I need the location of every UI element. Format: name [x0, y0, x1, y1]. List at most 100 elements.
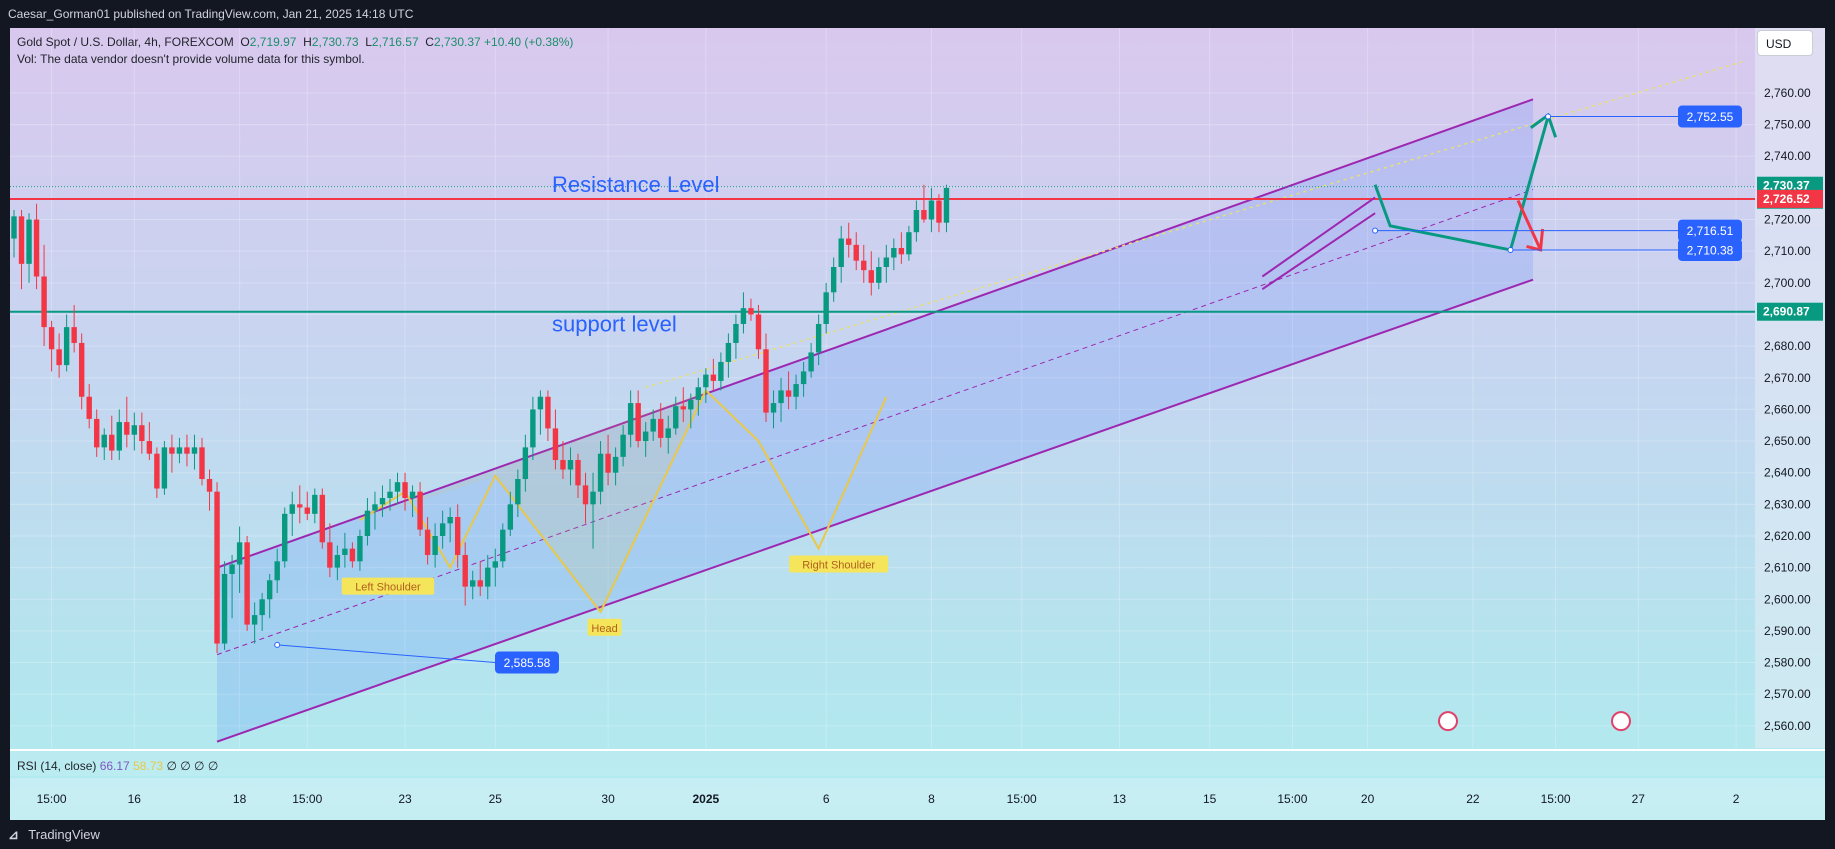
published-text: Caesar_Gorman01 published on TradingView… [8, 7, 414, 21]
candle-body [552, 428, 559, 461]
pattern-label-box [341, 577, 435, 595]
candle-body [402, 482, 408, 499]
candle-body [830, 267, 837, 293]
price-tag-box [1678, 105, 1742, 128]
x-tick-label: 23 [398, 792, 412, 806]
price-tag-box [1678, 219, 1742, 242]
candle-body [372, 504, 378, 511]
close-label: C [425, 35, 434, 49]
candle-body [432, 535, 438, 555]
price-chart[interactable]: 2,752.55 2,716.51 2,710.38 2,585.58 Resistan… [10, 28, 1825, 820]
candle-body [530, 409, 536, 448]
event-flash-icon [1438, 711, 1458, 732]
candle-body [251, 615, 258, 625]
candle-body [349, 548, 356, 562]
pattern-label: Left Shoulder [355, 582, 421, 594]
candle-body [891, 248, 897, 258]
candle-body [462, 554, 468, 587]
y-tick-label: 2,590.00 [1764, 624, 1811, 638]
candle-body [11, 216, 17, 239]
candle-body [63, 327, 70, 366]
candle-body [357, 535, 363, 562]
candle-body [718, 361, 724, 381]
neckline-extension [645, 60, 1744, 388]
candle-body [124, 422, 130, 435]
currency-button[interactable]: USD [1757, 30, 1813, 56]
low-label: L [365, 35, 372, 49]
chart-area[interactable]: 2,752.55 2,716.51 2,710.38 2,585.58 Resistan… [10, 28, 1825, 820]
price-axis-bg [1755, 28, 1825, 748]
candle-body [312, 494, 318, 514]
wedge-lower-line [1261, 212, 1376, 290]
candle-body [199, 447, 205, 480]
candle-body [913, 210, 920, 233]
candle-body [823, 292, 829, 324]
price-tag-label: 2,585.58 [504, 656, 551, 670]
price-tag-label: 2,716.51 [1687, 224, 1734, 238]
brand-name[interactable]: TradingView [28, 827, 100, 842]
candle-body [146, 441, 153, 454]
x-tick-label: 25 [489, 792, 503, 806]
candle-body [206, 479, 213, 492]
x-tick-label: 15 [1203, 792, 1217, 806]
y-tick-label: 2,610.00 [1764, 561, 1811, 575]
candle-body [387, 491, 393, 499]
candle-body [627, 403, 634, 435]
price-tag-label: 2,752.55 [1687, 110, 1734, 124]
candle-body [725, 342, 732, 362]
pattern-label-box [587, 618, 622, 636]
y-tick-label: 2,750.00 [1764, 118, 1811, 132]
forecast-path [1373, 116, 1550, 252]
close-value: 2,730.37 [433, 35, 481, 49]
candle-body [560, 460, 566, 470]
candle-body [18, 216, 25, 264]
rsi-pane [10, 750, 1825, 776]
y-tick-label: 2,640.00 [1764, 466, 1811, 480]
y-tick-label: 2,760.00 [1764, 86, 1811, 100]
candle-body [41, 276, 47, 328]
price-tag-anchor [274, 641, 281, 648]
candle-body [439, 523, 446, 536]
tradingview-logo-icon[interactable]: ⊿ [8, 827, 19, 842]
axis-price-tag [1757, 189, 1823, 208]
candle-body [236, 542, 243, 565]
y-tick-label: 2,570.00 [1764, 687, 1811, 701]
candle-body [883, 257, 890, 268]
candle-body [650, 418, 656, 432]
candle-body [575, 460, 581, 486]
candle-body [680, 406, 686, 410]
symbol-title: Gold Spot / U.S. Dollar, 4h, FOREXCOM [17, 35, 234, 49]
candle-body [500, 529, 506, 562]
y-tick-label: 2,740.00 [1764, 149, 1811, 163]
candle-body [289, 504, 295, 514]
x-tick-label: 18 [233, 792, 247, 806]
candle-body [590, 491, 596, 505]
x-tick-label: 15:00 [1541, 792, 1571, 806]
candle-body [139, 425, 145, 442]
candle-body [898, 248, 905, 255]
candle-body [673, 406, 679, 429]
candle-body [665, 428, 671, 438]
candle-body [454, 516, 461, 555]
x-tick-label: 27 [1632, 792, 1646, 806]
candle-body [778, 390, 784, 404]
candle-body [921, 210, 927, 220]
rsi-legend[interactable]: RSI (14, close) 66.17 58.73 ∅ ∅ ∅ ∅ [17, 759, 218, 773]
y-tick-label: 2,660.00 [1764, 402, 1811, 416]
volume-note: Vol: The data vendor doesn't provide vol… [17, 52, 365, 66]
x-tick-label: 13 [1113, 792, 1127, 806]
candle-body [868, 270, 874, 283]
candle-body [642, 431, 649, 442]
head-fill [359, 390, 706, 612]
price-tag-connector [277, 644, 496, 664]
channel-upper-line [216, 98, 1534, 569]
candle-body [597, 453, 604, 492]
price-tag-box [495, 651, 559, 674]
candle-body [33, 219, 40, 277]
candle-body [191, 447, 198, 454]
x-tick-label: 2025 [692, 792, 719, 806]
candle-body [304, 507, 310, 514]
x-tick-label: 15:00 [1007, 792, 1037, 806]
x-tick-label: 15:00 [1277, 792, 1307, 806]
candle-body [620, 434, 626, 457]
